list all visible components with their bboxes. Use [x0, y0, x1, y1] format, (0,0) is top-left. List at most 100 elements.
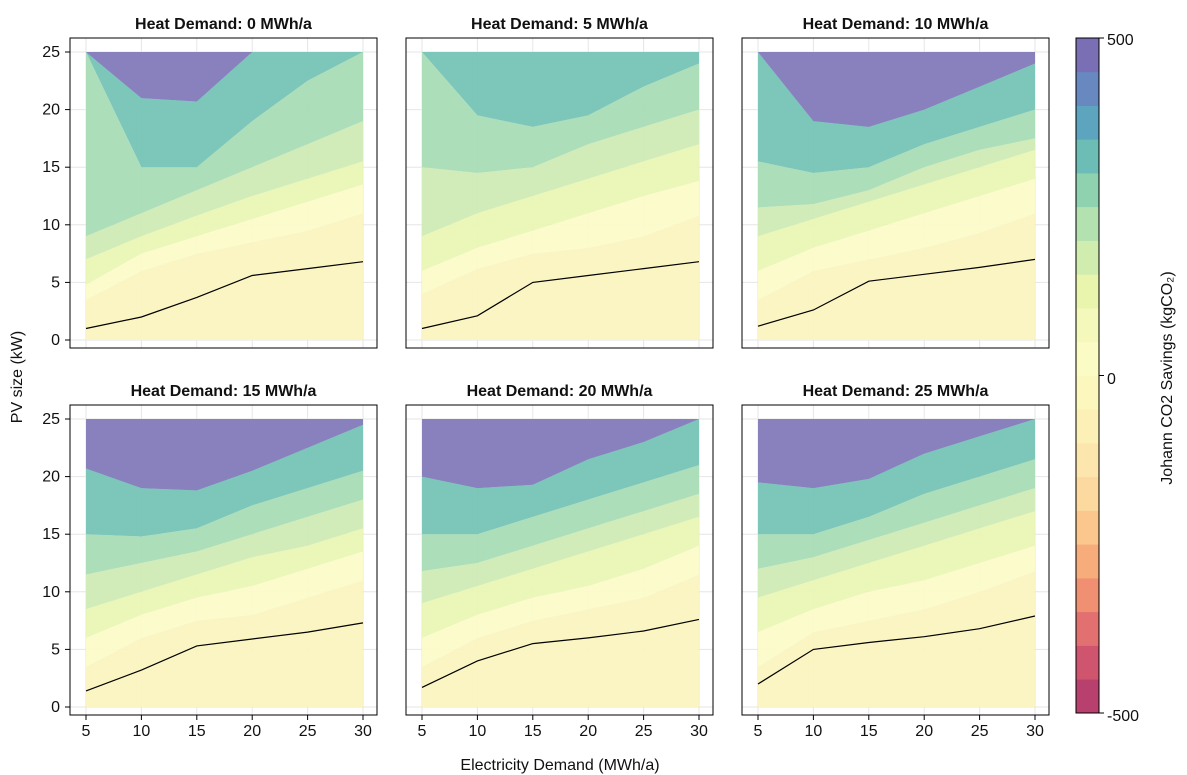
- y-tick-label: 25: [42, 44, 60, 61]
- panel-title: Heat Demand: 5 MWh/a: [471, 16, 648, 33]
- y-tick-label: 0: [51, 332, 60, 349]
- colorbar-segment: [1076, 375, 1099, 410]
- contour-band: [758, 419, 1035, 535]
- x-tick-label: 30: [354, 723, 372, 740]
- contour-band: [758, 511, 1035, 633]
- panel-title: Heat Demand: 0 MWh/a: [135, 16, 312, 33]
- panel-frame: [741, 404, 1050, 716]
- colorbar-segment: [1076, 308, 1099, 343]
- contour-band: [86, 52, 363, 102]
- contour-band: [422, 465, 699, 572]
- contour-band: [758, 52, 1035, 173]
- colorbar: [1075, 37, 1104, 714]
- panel-1: Heat Demand: 0 MWh/a 0 5 10 15 20 25: [42, 16, 378, 349]
- contour-band: [86, 213, 363, 340]
- colorbar-segment: [1076, 139, 1099, 174]
- break-even-line: [421, 618, 700, 688]
- y-tick-label: 5: [51, 641, 60, 658]
- contour-band: [758, 459, 1035, 569]
- contour-band: [86, 52, 363, 168]
- x-axis-label: Electricity Demand (MWh/a): [460, 757, 659, 774]
- contour-band: [422, 52, 699, 173]
- y-tick-label: 20: [42, 469, 60, 486]
- colorbar-segment: [1076, 341, 1099, 376]
- colorbar-segment: [1076, 409, 1099, 444]
- panel-title: Heat Demand: 20 MWh/a: [467, 383, 653, 400]
- colorbar-tick-min: -500: [1107, 708, 1139, 725]
- contour-band: [758, 488, 1035, 598]
- contour-band: [422, 109, 699, 237]
- x-tick-label: 30: [690, 723, 708, 740]
- colorbar-segment: [1076, 645, 1099, 680]
- colorbar-segment: [1076, 611, 1099, 646]
- colorbar-segment: [1076, 443, 1099, 478]
- contour-band: [86, 470, 363, 575]
- panel-frame: [405, 37, 714, 349]
- contour-band: [86, 121, 363, 260]
- contour-band: [422, 419, 699, 489]
- contour-band: [422, 215, 699, 340]
- x-tick-label: 15: [860, 723, 878, 740]
- x-tick-label: 20: [915, 723, 933, 740]
- colorbar-tick-max: 500: [1107, 32, 1134, 49]
- y-tick-label: 15: [42, 159, 60, 176]
- x-tick-label: 5: [418, 723, 427, 740]
- contour-band: [422, 545, 699, 667]
- x-tick-label: 10: [469, 723, 487, 740]
- panel-frame: [69, 404, 378, 716]
- panel-6: Heat Demand: 25 MWh/a 5 10 15 20 25 30: [741, 383, 1050, 740]
- contour-band: [86, 424, 363, 537]
- contour-band: [422, 144, 699, 271]
- contour-band: [422, 493, 699, 604]
- panel-frame: [69, 37, 378, 349]
- x-tick-label: 10: [133, 723, 151, 740]
- x-tick-label: 20: [243, 723, 261, 740]
- contour-band: [86, 419, 363, 491]
- x-tick-label: 20: [579, 723, 597, 740]
- contour-band: [758, 213, 1035, 340]
- contour-band: [758, 109, 1035, 208]
- y-tick-label: 25: [42, 411, 60, 428]
- colorbar-segment: [1076, 510, 1099, 545]
- contour-band: [86, 161, 363, 285]
- contour-band: [86, 551, 363, 667]
- contour-band: [758, 419, 1035, 489]
- break-even-line: [757, 615, 1036, 685]
- x-tick-label: 15: [188, 723, 206, 740]
- break-even-line: [85, 622, 364, 692]
- colorbar-segment: [1076, 578, 1099, 613]
- panel-4: Heat Demand: 15 MWh/a 5 10 15 20 25 30 0 5 10 15 20…: [42, 383, 378, 740]
- contour-band: [86, 580, 363, 707]
- contour-band: [758, 178, 1035, 300]
- y-tick-label: 15: [42, 526, 60, 543]
- colorbar-segment: [1076, 206, 1099, 241]
- contour-band: [422, 419, 699, 535]
- x-tick-label: 25: [299, 723, 317, 740]
- x-tick-label: 30: [1026, 723, 1044, 740]
- y-tick-label: 10: [42, 217, 60, 234]
- panel-3: Heat Demand: 10 MWh/a: [741, 16, 1050, 349]
- panel-frame: [405, 404, 714, 716]
- x-tick-label: 5: [754, 723, 763, 740]
- contour-band: [86, 184, 363, 300]
- x-tick-label: 25: [635, 723, 653, 740]
- panel-5: Heat Demand: 20 MWh/a 5 10 15 20 25 30: [405, 383, 714, 740]
- panel-2: Heat Demand: 5 MWh/a: [405, 16, 714, 349]
- contour-band: [422, 516, 699, 638]
- y-tick-label: 10: [42, 584, 60, 601]
- break-even-line: [85, 261, 364, 330]
- y-axis-label: PV size (kW): [9, 331, 26, 423]
- panel-title: Heat Demand: 25 MWh/a: [803, 383, 989, 400]
- x-tick-label: 25: [971, 723, 989, 740]
- colorbar-segment: [1076, 38, 1099, 73]
- contour-band: [422, 181, 699, 294]
- contour-band: [86, 52, 363, 237]
- colorbar-segment: [1076, 544, 1099, 579]
- x-tick-label: 10: [805, 723, 823, 740]
- contour-band: [758, 52, 1035, 127]
- colorbar-label: Johann CO2 Savings (kgCO₂): [1159, 271, 1176, 484]
- colorbar-segment: [1076, 105, 1099, 140]
- panel-frame: [741, 37, 1050, 349]
